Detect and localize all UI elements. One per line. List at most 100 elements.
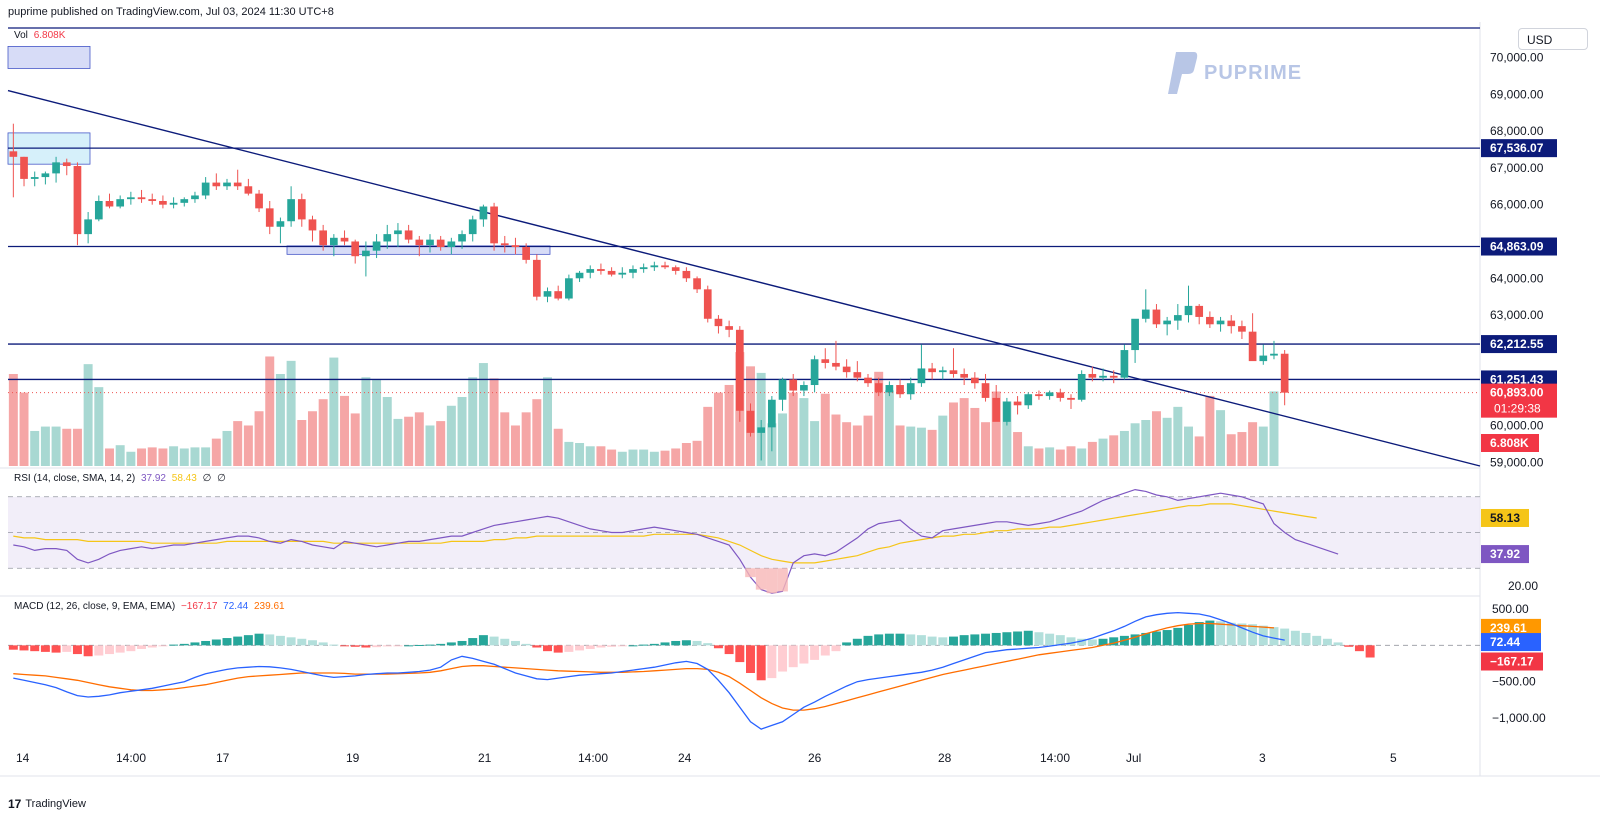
volume-bar	[425, 425, 435, 466]
candle-body	[1077, 373, 1086, 400]
macd-histogram-bar	[820, 645, 830, 656]
candle-body	[265, 208, 274, 227]
macd-histogram-bar	[1141, 632, 1151, 646]
macd-histogram-bar	[1077, 638, 1087, 646]
volume-bar	[510, 425, 520, 466]
volume-bar	[51, 426, 61, 466]
volume-bar	[307, 411, 317, 466]
volume-bar	[286, 360, 296, 466]
tradingview-label: TradingView	[25, 798, 86, 810]
volume-bar	[724, 384, 734, 466]
volume-bar	[72, 428, 82, 466]
price-tick-label: 66,000.00	[1490, 198, 1544, 212]
volume-bar	[863, 415, 873, 466]
volume-bar	[382, 397, 392, 466]
current-price-badge-bg	[1481, 383, 1557, 418]
candle-body	[810, 359, 819, 386]
candle-body	[1206, 316, 1214, 325]
macd-histogram-bar	[756, 645, 766, 681]
candle-body	[1259, 355, 1268, 362]
candle-body	[629, 269, 637, 273]
macd-histogram-bar	[852, 638, 862, 646]
price-zone	[7, 46, 91, 69]
macd-histogram-bar	[1216, 621, 1226, 646]
candle-body	[832, 362, 840, 367]
time-tick-label: Jul	[1126, 751, 1141, 765]
candle-body	[169, 202, 178, 205]
volume-bar	[393, 418, 403, 466]
candle-body	[1131, 318, 1139, 351]
volume-bar	[543, 377, 552, 466]
volume-badge-label: 6.808K	[1490, 436, 1529, 450]
tradingview-logo-icon: 17	[8, 797, 22, 811]
volume-bar	[329, 357, 339, 466]
candle-body	[73, 166, 82, 235]
macd-histogram-bar	[8, 645, 18, 650]
candle-body	[874, 383, 883, 393]
macd-histogram-bar	[1034, 632, 1044, 646]
candle-body	[575, 272, 584, 279]
candle-body	[329, 237, 338, 246]
candle-body	[372, 241, 381, 251]
macd-histogram-bar	[286, 637, 296, 646]
volume-bar	[1184, 426, 1193, 466]
volume-bar	[254, 411, 264, 466]
macd-histogram-bar	[981, 633, 991, 646]
macd-histogram-bar	[778, 645, 788, 672]
macd-histogram-bar	[1344, 645, 1354, 647]
macd-histogram-bar	[1098, 638, 1108, 646]
volume-bar	[1151, 411, 1161, 466]
macd-histogram-bar	[457, 640, 467, 646]
candle-body	[842, 366, 851, 373]
macd-histogram-bar	[1162, 630, 1172, 646]
macd-signal-badge-bg	[1481, 618, 1541, 637]
volume-bar	[575, 443, 585, 466]
volume-bar	[948, 402, 958, 466]
countdown-label: 01:29:38	[1494, 402, 1541, 416]
rsi-sma-line	[13, 503, 1317, 564]
current-price-label: 60,893.00	[1490, 386, 1544, 400]
macd-histogram-bar	[382, 645, 392, 647]
macd-histogram-bar	[1013, 631, 1023, 646]
candle-body	[319, 230, 328, 246]
candle-body	[607, 270, 616, 275]
macd-histogram-bar	[147, 645, 157, 648]
candle-body	[1238, 326, 1246, 332]
volume-bar	[478, 363, 488, 466]
candle-body	[768, 399, 776, 428]
time-tick-label: 14	[16, 751, 30, 765]
macd-histogram-bar	[671, 640, 681, 646]
macd-legend: MACD (12, 26, close, 9, EMA, EMA) −167.1…	[14, 601, 288, 612]
macd-hist-badge-bg	[1481, 652, 1543, 671]
macd-histogram-bar	[564, 645, 574, 652]
volume-bar	[617, 451, 627, 466]
macd-histogram-bar	[884, 633, 894, 646]
candle-body	[159, 200, 167, 205]
time-tick-label: 14:00	[578, 751, 608, 765]
macd-histogram-bar	[1205, 620, 1215, 646]
candle-body	[885, 385, 894, 393]
macd-histogram-bar	[179, 643, 189, 646]
rsi-tick-label: 20.00	[1508, 579, 1538, 593]
macd-histogram-bar	[831, 645, 841, 652]
volume-bar	[778, 413, 788, 466]
macd-histogram-bar	[521, 643, 531, 646]
candle-body	[458, 234, 466, 242]
volume-bar	[596, 446, 606, 466]
macd-legend-macd: 72.44	[223, 601, 249, 612]
candle-body	[800, 385, 808, 391]
rsi-oversold-fill	[777, 568, 788, 592]
candle-body	[906, 383, 915, 395]
candle-body	[735, 329, 744, 411]
candle-body	[255, 193, 263, 209]
volume-bar	[222, 430, 232, 466]
volume-bar	[446, 405, 456, 466]
candle-body	[1163, 320, 1171, 325]
macd-histogram-bar	[863, 635, 873, 646]
candle-body	[1216, 320, 1225, 325]
candle-body	[383, 234, 392, 242]
macd-histogram-bar	[948, 636, 958, 646]
candle-body	[714, 318, 723, 327]
currency-button[interactable]: USD	[1518, 28, 1588, 50]
